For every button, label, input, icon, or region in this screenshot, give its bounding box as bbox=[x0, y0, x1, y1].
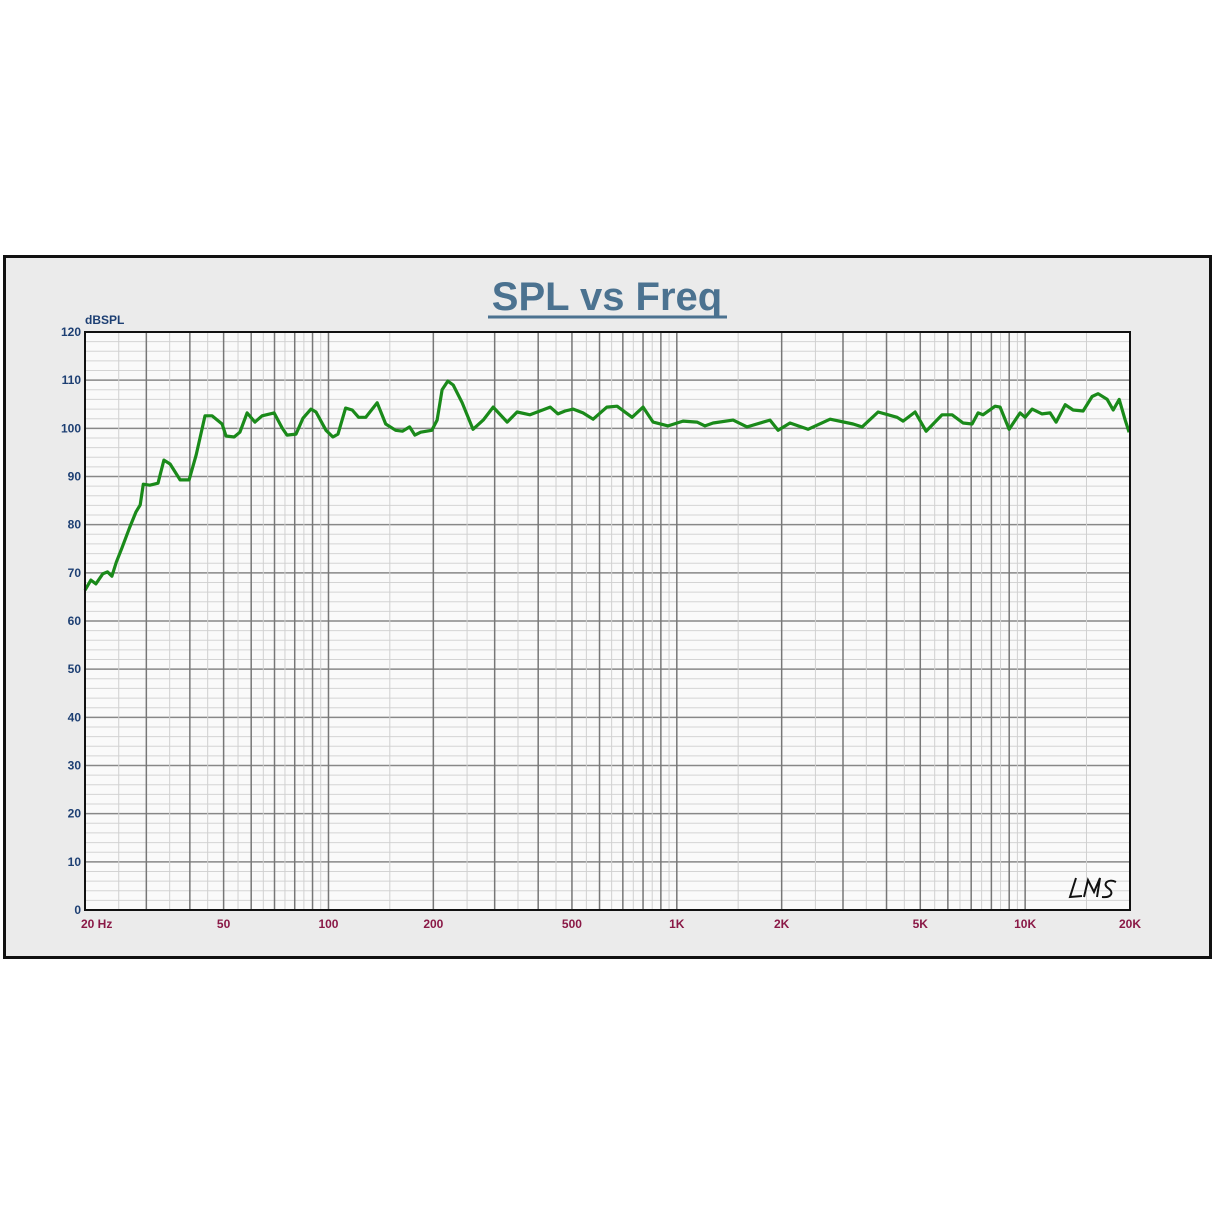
y-tick-labels: 0 10 20 30 40 50 60 70 80 90 100 110 120 bbox=[61, 325, 81, 917]
x-tick-label: 50 bbox=[217, 917, 231, 931]
y-tick-label: 90 bbox=[68, 470, 82, 484]
x-tick-label: 1K bbox=[669, 917, 685, 931]
y-tick-label: 120 bbox=[61, 325, 81, 339]
lms-logo bbox=[1068, 877, 1117, 899]
spl-curve bbox=[83, 379, 1131, 592]
y-tick-label: 0 bbox=[74, 903, 81, 917]
x-tick-label: 200 bbox=[423, 917, 443, 931]
y-tick-label: 60 bbox=[68, 614, 82, 628]
y-tick-label: 20 bbox=[68, 807, 82, 821]
x-tick-label: 100 bbox=[318, 917, 338, 931]
y-tick-label: 110 bbox=[62, 373, 82, 387]
x-tick-label: 500 bbox=[562, 917, 582, 931]
y-tick-label: 70 bbox=[68, 566, 82, 580]
x-tick-label: 20 Hz bbox=[81, 917, 112, 931]
y-tick-label: 80 bbox=[68, 518, 82, 532]
y-tick-label: 10 bbox=[68, 855, 82, 869]
x-tick-labels: 20 Hz 50 100 200 500 1K 2K 5K 10K 20K bbox=[81, 917, 1141, 931]
y-tick-label: 50 bbox=[68, 662, 82, 676]
plot-border bbox=[84, 331, 1131, 911]
x-tick-label: 10K bbox=[1014, 917, 1036, 931]
x-tick-label: 20K bbox=[1119, 917, 1141, 931]
y-tick-label: 40 bbox=[68, 710, 82, 724]
x-tick-label: 2K bbox=[774, 917, 790, 931]
x-tick-label: 5K bbox=[913, 917, 929, 931]
y-axis-unit-label: dBSPL bbox=[85, 313, 124, 327]
y-tick-label: 100 bbox=[61, 421, 81, 435]
chart-title: SPL vs Freq bbox=[492, 275, 722, 319]
y-tick-label: 30 bbox=[68, 759, 82, 773]
